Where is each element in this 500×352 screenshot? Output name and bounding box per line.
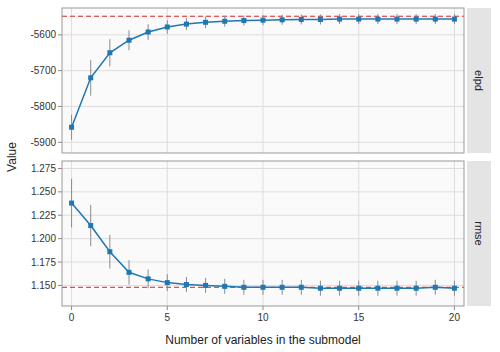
tick-label: -5900	[30, 137, 56, 148]
data-point	[222, 19, 227, 24]
tick-label: 15	[353, 312, 365, 323]
tick-mark	[58, 70, 62, 71]
plot-marks	[62, 179, 464, 296]
tick-mark	[58, 168, 62, 169]
data-point	[433, 285, 438, 290]
data-point	[375, 17, 380, 22]
data-line	[72, 19, 455, 127]
grid-line	[454, 161, 455, 306]
data-point	[165, 280, 170, 285]
grid-line	[358, 8, 359, 153]
data-point	[280, 285, 285, 290]
data-point	[414, 17, 419, 22]
tick-mark	[58, 215, 62, 216]
data-point	[88, 223, 93, 228]
data-point	[241, 18, 246, 23]
tick-mark	[58, 285, 62, 286]
data-point	[356, 17, 361, 22]
tick-label: 10	[257, 312, 269, 323]
tick-label: 1.275	[31, 163, 56, 174]
data-point	[184, 282, 189, 287]
data-point	[184, 22, 189, 27]
tick-label: 1.250	[31, 186, 56, 197]
strip-label: rmse	[473, 221, 485, 245]
plot-area	[62, 161, 464, 306]
tick-label: 1.225	[31, 210, 56, 221]
data-point	[146, 29, 151, 34]
data-point	[107, 50, 112, 55]
data-point	[146, 276, 151, 281]
tick-label: 1.200	[31, 233, 56, 244]
data-point	[395, 286, 400, 291]
data-point	[203, 283, 208, 288]
tick-mark	[358, 306, 359, 310]
data-point	[299, 17, 304, 22]
strip	[467, 161, 491, 306]
data-point	[375, 286, 380, 291]
data-point	[241, 285, 246, 290]
data-point	[261, 285, 266, 290]
data-point	[337, 286, 342, 291]
data-point	[165, 24, 170, 29]
grid-line	[454, 8, 455, 153]
grid-line	[71, 8, 72, 153]
data-point	[203, 20, 208, 25]
chart: -5900 -5800 -5700 -5600 elpd Value 1.150 1.175 1…	[0, 0, 500, 352]
plot-frame	[62, 8, 464, 153]
grid-line	[263, 161, 264, 306]
strip	[467, 8, 491, 153]
tick-label: -5700	[30, 65, 56, 76]
tick-mark	[58, 34, 62, 35]
tick-label: -5800	[30, 101, 56, 112]
data-point	[299, 285, 304, 290]
data-line	[72, 203, 455, 288]
data-point	[318, 286, 323, 291]
data-point	[127, 270, 132, 275]
data-point	[261, 18, 266, 23]
tick-mark	[263, 306, 264, 310]
data-point	[280, 17, 285, 22]
data-point	[356, 286, 361, 291]
data-point	[452, 286, 457, 291]
x-axis-label: Number of variables in the submodel	[165, 333, 360, 347]
tick-mark	[58, 191, 62, 192]
tick-label: -5600	[30, 29, 56, 40]
data-point	[318, 17, 323, 22]
data-point	[452, 17, 457, 22]
tick-mark	[58, 106, 62, 107]
tick-mark	[58, 262, 62, 263]
data-point	[337, 17, 342, 22]
tick-mark	[58, 142, 62, 143]
data-point	[222, 284, 227, 289]
data-point	[127, 38, 132, 43]
plot-area	[62, 8, 464, 153]
tick-label: 20	[449, 312, 461, 323]
data-point	[88, 75, 93, 80]
tick-label: 5	[165, 312, 171, 323]
tick-mark	[71, 306, 72, 310]
grid-line	[263, 8, 264, 153]
tick-mark	[58, 238, 62, 239]
data-point	[69, 125, 74, 130]
data-point	[395, 17, 400, 22]
plot-frame	[62, 161, 464, 306]
grid-line	[358, 161, 359, 306]
tick-label: 0	[69, 312, 75, 323]
tick-mark	[454, 306, 455, 310]
strip-label: elpd	[473, 70, 485, 91]
plot-marks	[62, 14, 464, 140]
data-point	[433, 17, 438, 22]
tick-label: 1.175	[31, 257, 56, 268]
data-point	[69, 201, 74, 206]
grid-line	[167, 8, 168, 153]
data-point	[414, 286, 419, 291]
tick-label: 1.150	[31, 280, 56, 291]
tick-mark	[167, 306, 168, 310]
y-axis-label: Value	[5, 142, 19, 172]
grid-line	[71, 161, 72, 306]
data-point	[107, 249, 112, 254]
